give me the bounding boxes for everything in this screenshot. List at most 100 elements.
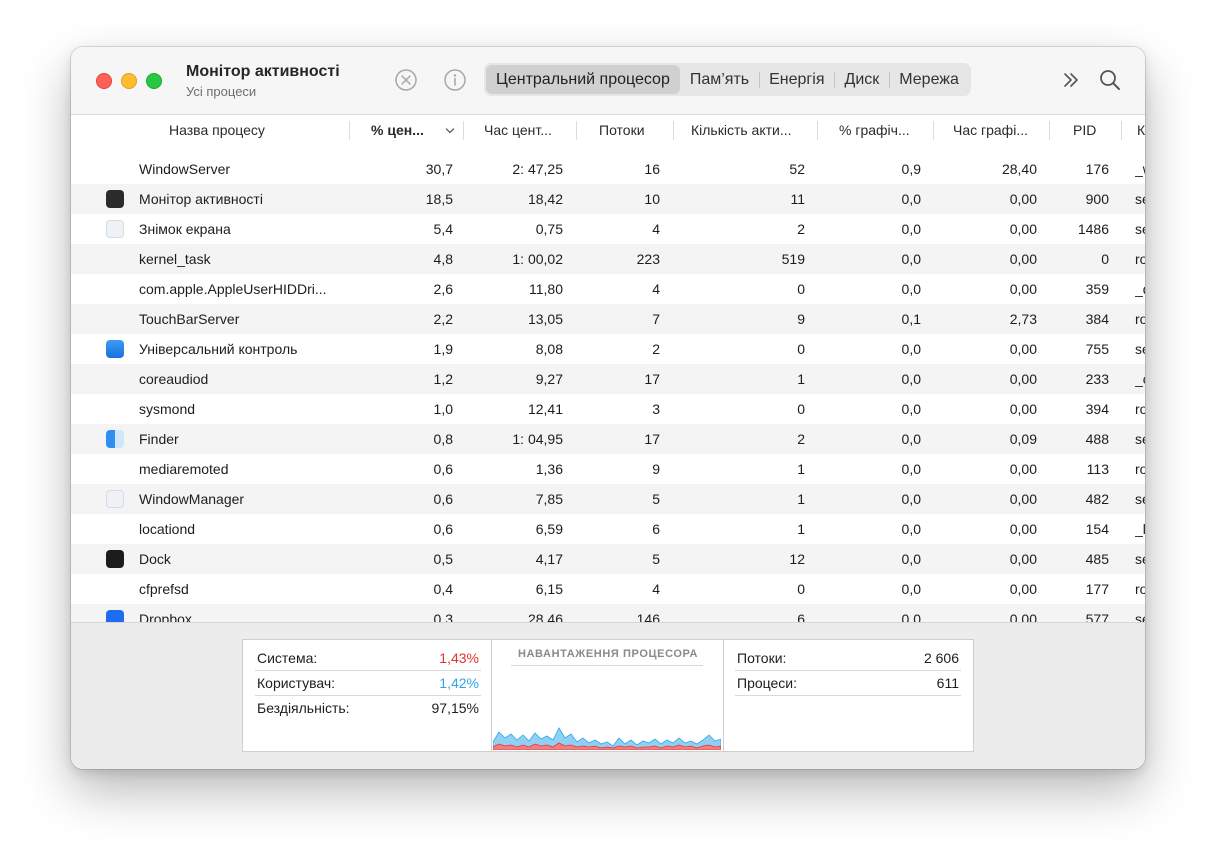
cell-gpu: 0,0 <box>901 281 921 297</box>
cell-cpu-time: 11,80 <box>529 281 563 297</box>
search-button[interactable] <box>1097 67 1123 93</box>
cell-wakeups: 2 <box>797 221 805 237</box>
tab-energy[interactable]: Енергія <box>759 65 834 94</box>
cell-cpu: 0,5 <box>433 551 453 567</box>
idle-label: Бездіяльність: <box>257 700 350 716</box>
cell-threads: 5 <box>652 491 660 507</box>
cell-name: coreaudiod <box>139 371 209 387</box>
cell-cpu: 5,4 <box>433 221 453 237</box>
cell-gpu: 0,1 <box>901 311 921 327</box>
col-gpu-percent[interactable]: % графіч... <box>839 122 910 138</box>
cell-name: Finder <box>139 431 179 447</box>
col-user[interactable]: К <box>1137 122 1145 138</box>
cell-cpu: 0,8 <box>433 431 453 447</box>
window-subtitle[interactable]: Усі процеси <box>186 84 257 99</box>
table-row[interactable]: cfprefsd 0,4 6,15 4 0 0,0 0,00 177 ro <box>71 574 1145 604</box>
cell-pid: 577 <box>1085 611 1109 623</box>
table-row[interactable]: TouchBarServer 2,2 13,05 7 9 0,1 2,73 384 ro <box>71 304 1145 334</box>
table-row[interactable]: WindowManager 0,6 7,85 5 1 0,0 0,00 482 se <box>71 484 1145 514</box>
cell-gpu-time: 0,00 <box>1009 251 1037 267</box>
col-threads[interactable]: Потоки <box>599 122 645 138</box>
cell-threads: 10 <box>644 191 660 207</box>
table-row[interactable]: kernel_task 4,8 1: 00,02 223 519 0,0 0,00 0 ro <box>71 244 1145 274</box>
col-cpu-percent[interactable]: % цен... <box>371 122 424 138</box>
cell-cpu: 30,7 <box>425 161 453 177</box>
cell-gpu-time: 0,00 <box>1009 221 1037 237</box>
cell-user: se <box>1135 611 1145 623</box>
cell-wakeups: 9 <box>797 311 805 327</box>
cell-user: ro <box>1135 461 1145 477</box>
cell-wakeups: 11 <box>790 191 805 207</box>
col-gpu-time[interactable]: Час графі... <box>953 122 1028 138</box>
col-process-name[interactable]: Назва процесу <box>169 122 265 138</box>
table-row[interactable]: Dropbox 0,3 28,46 146 6 0,0 0,00 577 se <box>71 604 1145 623</box>
cell-pid: 384 <box>1085 311 1109 327</box>
cell-threads: 5 <box>652 551 660 567</box>
tab-network[interactable]: Мережа <box>889 65 969 94</box>
table-row[interactable]: Монітор активності 18,5 18,42 10 11 0,0 0,00 90… <box>71 184 1145 214</box>
cell-gpu: 0,0 <box>901 221 921 237</box>
cpu-load-graph <box>493 727 721 750</box>
cell-cpu-time: 2: 47,25 <box>512 161 563 177</box>
cell-user: se <box>1135 491 1145 507</box>
cell-user: ro <box>1135 401 1145 417</box>
close-window-button[interactable] <box>96 73 112 89</box>
table-row[interactable]: locationd 0,6 6,59 6 1 0,0 0,00 154 _l <box>71 514 1145 544</box>
cell-name: sysmond <box>139 401 196 417</box>
cell-gpu: 0,0 <box>901 191 921 207</box>
cell-gpu: 0,0 <box>901 431 921 447</box>
cell-cpu-time: 6,59 <box>535 521 563 537</box>
cell-user: _l <box>1135 521 1145 537</box>
tab-cpu[interactable]: Центральний процесор <box>486 65 680 94</box>
cell-cpu: 0,6 <box>433 491 453 507</box>
table-row[interactable]: coreaudiod 1,2 9,27 17 1 0,0 0,00 233 _c <box>71 364 1145 394</box>
cell-wakeups: 1 <box>797 461 805 477</box>
cell-pid: 485 <box>1085 551 1109 567</box>
cell-threads: 4 <box>652 581 660 597</box>
cell-name: TouchBarServer <box>139 311 240 327</box>
cell-pid: 176 <box>1085 161 1109 177</box>
cell-name: kernel_task <box>139 251 211 267</box>
activity-monitor-icon <box>106 190 124 208</box>
process-table: WindowServer 30,7 2: 47,25 16 52 0,9 28,40 176 _… <box>71 153 1145 623</box>
inspect-process-button[interactable] <box>442 67 468 93</box>
cell-threads: 146 <box>636 611 660 623</box>
zoom-window-button[interactable] <box>146 73 162 89</box>
tab-memory[interactable]: Пам’ять <box>689 71 750 88</box>
cell-cpu: 2,6 <box>433 281 453 297</box>
cell-pid: 482 <box>1085 491 1109 507</box>
cell-user: se <box>1135 431 1145 447</box>
titlebar: Монітор активності Усі процеси Центральн… <box>71 47 1145 115</box>
cell-user: ro <box>1135 581 1145 597</box>
table-row[interactable]: WindowServer 30,7 2: 47,25 16 52 0,9 28,40 176 _… <box>71 154 1145 184</box>
table-row[interactable]: Універсальний контроль 1,9 8,08 2 0 0,0 0,00 75… <box>71 334 1145 364</box>
col-idle-wakeups[interactable]: Кількість акти... <box>691 122 792 138</box>
minimize-window-button[interactable] <box>121 73 137 89</box>
cell-gpu: 0,0 <box>901 521 921 537</box>
table-row[interactable]: mediaremoted 0,6 1,36 9 1 0,0 0,00 113 ro <box>71 454 1145 484</box>
cell-user: _w <box>1135 161 1145 177</box>
col-pid[interactable]: PID <box>1073 122 1097 138</box>
stop-process-button[interactable] <box>393 67 419 93</box>
cell-wakeups: 0 <box>797 581 805 597</box>
cell-gpu-time: 0,00 <box>1009 371 1037 387</box>
view-tabs: Центральний процесор Пам’ять Енергія Дис… <box>484 63 971 96</box>
table-row[interactable]: Dock 0,5 4,17 5 12 0,0 0,00 485 se <box>71 544 1145 574</box>
cell-pid: 394 <box>1085 401 1109 417</box>
table-row[interactable]: Finder 0,8 1: 04,95 17 2 0,0 0,09 488 se <box>71 424 1145 454</box>
cell-cpu: 2,2 <box>433 311 453 327</box>
generic-app-icon <box>106 220 124 238</box>
cell-cpu: 0,6 <box>433 521 453 537</box>
col-cpu-time[interactable]: Час цент... <box>484 122 552 138</box>
table-row[interactable]: sysmond 1,0 12,41 3 0 0,0 0,00 394 ro <box>71 394 1145 424</box>
cell-threads: 4 <box>652 221 660 237</box>
table-row[interactable]: Знімок екрана 5,4 0,75 4 2 0,0 0,00 1486 se <box>71 214 1145 244</box>
cell-threads: 17 <box>644 371 660 387</box>
tab-disk[interactable]: Диск <box>834 65 889 94</box>
processes-label: Процеси: <box>737 675 797 691</box>
cell-wakeups: 1 <box>797 521 805 537</box>
cell-wakeups: 6 <box>797 611 805 623</box>
user-label: Користувач: <box>257 675 336 691</box>
table-row[interactable]: com.apple.AppleUserHIDDri... 2,6 11,80 4 0 0,… <box>71 274 1145 304</box>
more-toolbar-button[interactable] <box>1058 67 1084 93</box>
